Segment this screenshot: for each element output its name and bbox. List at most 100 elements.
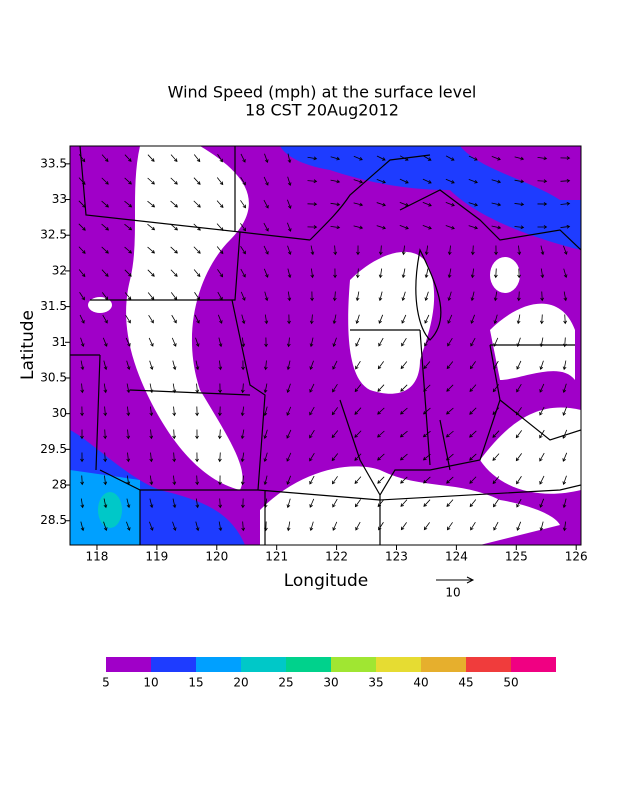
wind-arrow bbox=[560, 201, 571, 206]
y-tick-label: 32 bbox=[52, 263, 67, 277]
y-tick-label: 32.5 bbox=[40, 228, 67, 242]
wind-arrow bbox=[424, 245, 429, 256]
wind-arrow bbox=[287, 176, 292, 187]
wind-arrow bbox=[241, 337, 246, 348]
wind-arrow bbox=[147, 154, 155, 162]
wind-arrow bbox=[103, 406, 108, 417]
wind-arrow bbox=[264, 314, 269, 325]
wind-arrow bbox=[492, 384, 500, 393]
wind-arrow bbox=[400, 499, 408, 507]
wind-arrow bbox=[492, 407, 500, 415]
wind-arrow bbox=[399, 202, 409, 207]
wind-arrow bbox=[149, 429, 154, 440]
wind-arrow bbox=[103, 521, 108, 531]
wind-arrow bbox=[80, 406, 84, 417]
wind-arrow bbox=[468, 155, 478, 161]
fill-10 bbox=[280, 146, 581, 250]
wind-arrow bbox=[240, 429, 245, 440]
wind-arrow bbox=[195, 360, 200, 371]
wind-arrow bbox=[287, 314, 291, 325]
wind-arrow bbox=[79, 314, 85, 324]
colorbar-label: 35 bbox=[368, 676, 383, 690]
wind-arrow bbox=[446, 522, 453, 531]
colorbar-box bbox=[511, 657, 556, 672]
wind-arrow bbox=[469, 476, 477, 484]
wind-arrow bbox=[172, 383, 177, 394]
reference-vector bbox=[436, 576, 475, 584]
wind-arrow bbox=[170, 246, 178, 254]
wind-arrow bbox=[241, 360, 245, 371]
wind-arrow bbox=[377, 453, 385, 461]
wind-arrow bbox=[377, 361, 384, 370]
wind-arrow bbox=[447, 291, 452, 302]
wind-arrow bbox=[195, 521, 200, 532]
wind-arrow bbox=[309, 521, 314, 532]
wind-arrow bbox=[331, 476, 338, 485]
wind-arrow bbox=[400, 361, 408, 370]
wind-arrow bbox=[401, 268, 406, 279]
wind-arrow bbox=[80, 498, 85, 509]
wind-arrow bbox=[470, 268, 475, 279]
wind-arrow bbox=[539, 521, 544, 532]
wind-arrow bbox=[310, 291, 314, 302]
colorbar-label: 5 bbox=[102, 676, 110, 690]
wind-arrow bbox=[264, 337, 268, 348]
calm-area bbox=[348, 251, 435, 394]
wind-arrow bbox=[307, 225, 318, 229]
wind-arrow bbox=[516, 521, 522, 531]
wind-arrow bbox=[218, 521, 223, 532]
wind-arrow bbox=[401, 337, 407, 347]
wind-arrow bbox=[287, 199, 292, 209]
wind-arrow bbox=[286, 406, 292, 416]
wind-arrow bbox=[195, 475, 200, 486]
wind-arrow bbox=[286, 360, 291, 371]
wind-arrow bbox=[514, 179, 525, 184]
wind-arrow bbox=[333, 268, 337, 279]
wind-arrow bbox=[263, 176, 269, 186]
wind-arrow bbox=[240, 223, 247, 232]
wind-arrow bbox=[263, 475, 268, 486]
wind-arrow bbox=[149, 360, 154, 371]
wind-arrow bbox=[378, 337, 384, 347]
wind-arrow bbox=[424, 314, 430, 324]
wind-arrow bbox=[377, 407, 385, 415]
wind-arrow bbox=[378, 522, 384, 531]
wind-arrow bbox=[399, 155, 409, 161]
colorbar-box bbox=[421, 657, 466, 672]
wind-arrow bbox=[170, 269, 178, 277]
wind-arrow bbox=[516, 314, 521, 325]
x-tick-label: 123 bbox=[385, 550, 408, 564]
x-tick-label: 118 bbox=[86, 550, 109, 564]
wind-arrow bbox=[286, 337, 291, 348]
wind-arrow bbox=[101, 246, 109, 254]
y-axis-label: Latitude bbox=[18, 310, 38, 380]
wind-arrow bbox=[516, 337, 521, 348]
wind-arrow bbox=[376, 155, 386, 161]
wind-arrow bbox=[330, 179, 341, 184]
wind-arrow bbox=[447, 268, 452, 279]
wind-arrow bbox=[422, 407, 431, 415]
wind-arrow bbox=[469, 430, 477, 438]
wind-arrow bbox=[78, 246, 86, 254]
colorbar-box bbox=[331, 657, 376, 672]
wind-arrow bbox=[240, 153, 246, 163]
wind-arrow bbox=[469, 453, 477, 461]
wind-arrow bbox=[217, 429, 222, 440]
x-tick-label: 126 bbox=[565, 550, 588, 564]
wind-arrow bbox=[80, 521, 85, 532]
calm-area bbox=[126, 146, 249, 490]
wind-arrow bbox=[514, 225, 525, 230]
wind-arrow bbox=[354, 499, 361, 508]
wind-arrow bbox=[172, 429, 177, 440]
wind-vectors bbox=[78, 153, 571, 532]
wind-arrow bbox=[195, 337, 200, 347]
title-line: 18 CST 20Aug2012 bbox=[245, 101, 399, 120]
colorbar-label: 40 bbox=[413, 676, 428, 690]
map bbox=[70, 146, 581, 545]
wind-arrow bbox=[514, 202, 525, 207]
wind-arrow bbox=[126, 521, 131, 531]
wind-arrow bbox=[124, 246, 132, 254]
wind-arrow bbox=[424, 291, 429, 302]
y-tick-label: 30 bbox=[52, 406, 67, 420]
wind-arrow bbox=[218, 406, 222, 417]
